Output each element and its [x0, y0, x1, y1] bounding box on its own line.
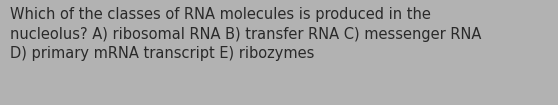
Text: Which of the classes of RNA molecules is produced in the
nucleolus? A) ribosomal: Which of the classes of RNA molecules is… [10, 7, 482, 61]
